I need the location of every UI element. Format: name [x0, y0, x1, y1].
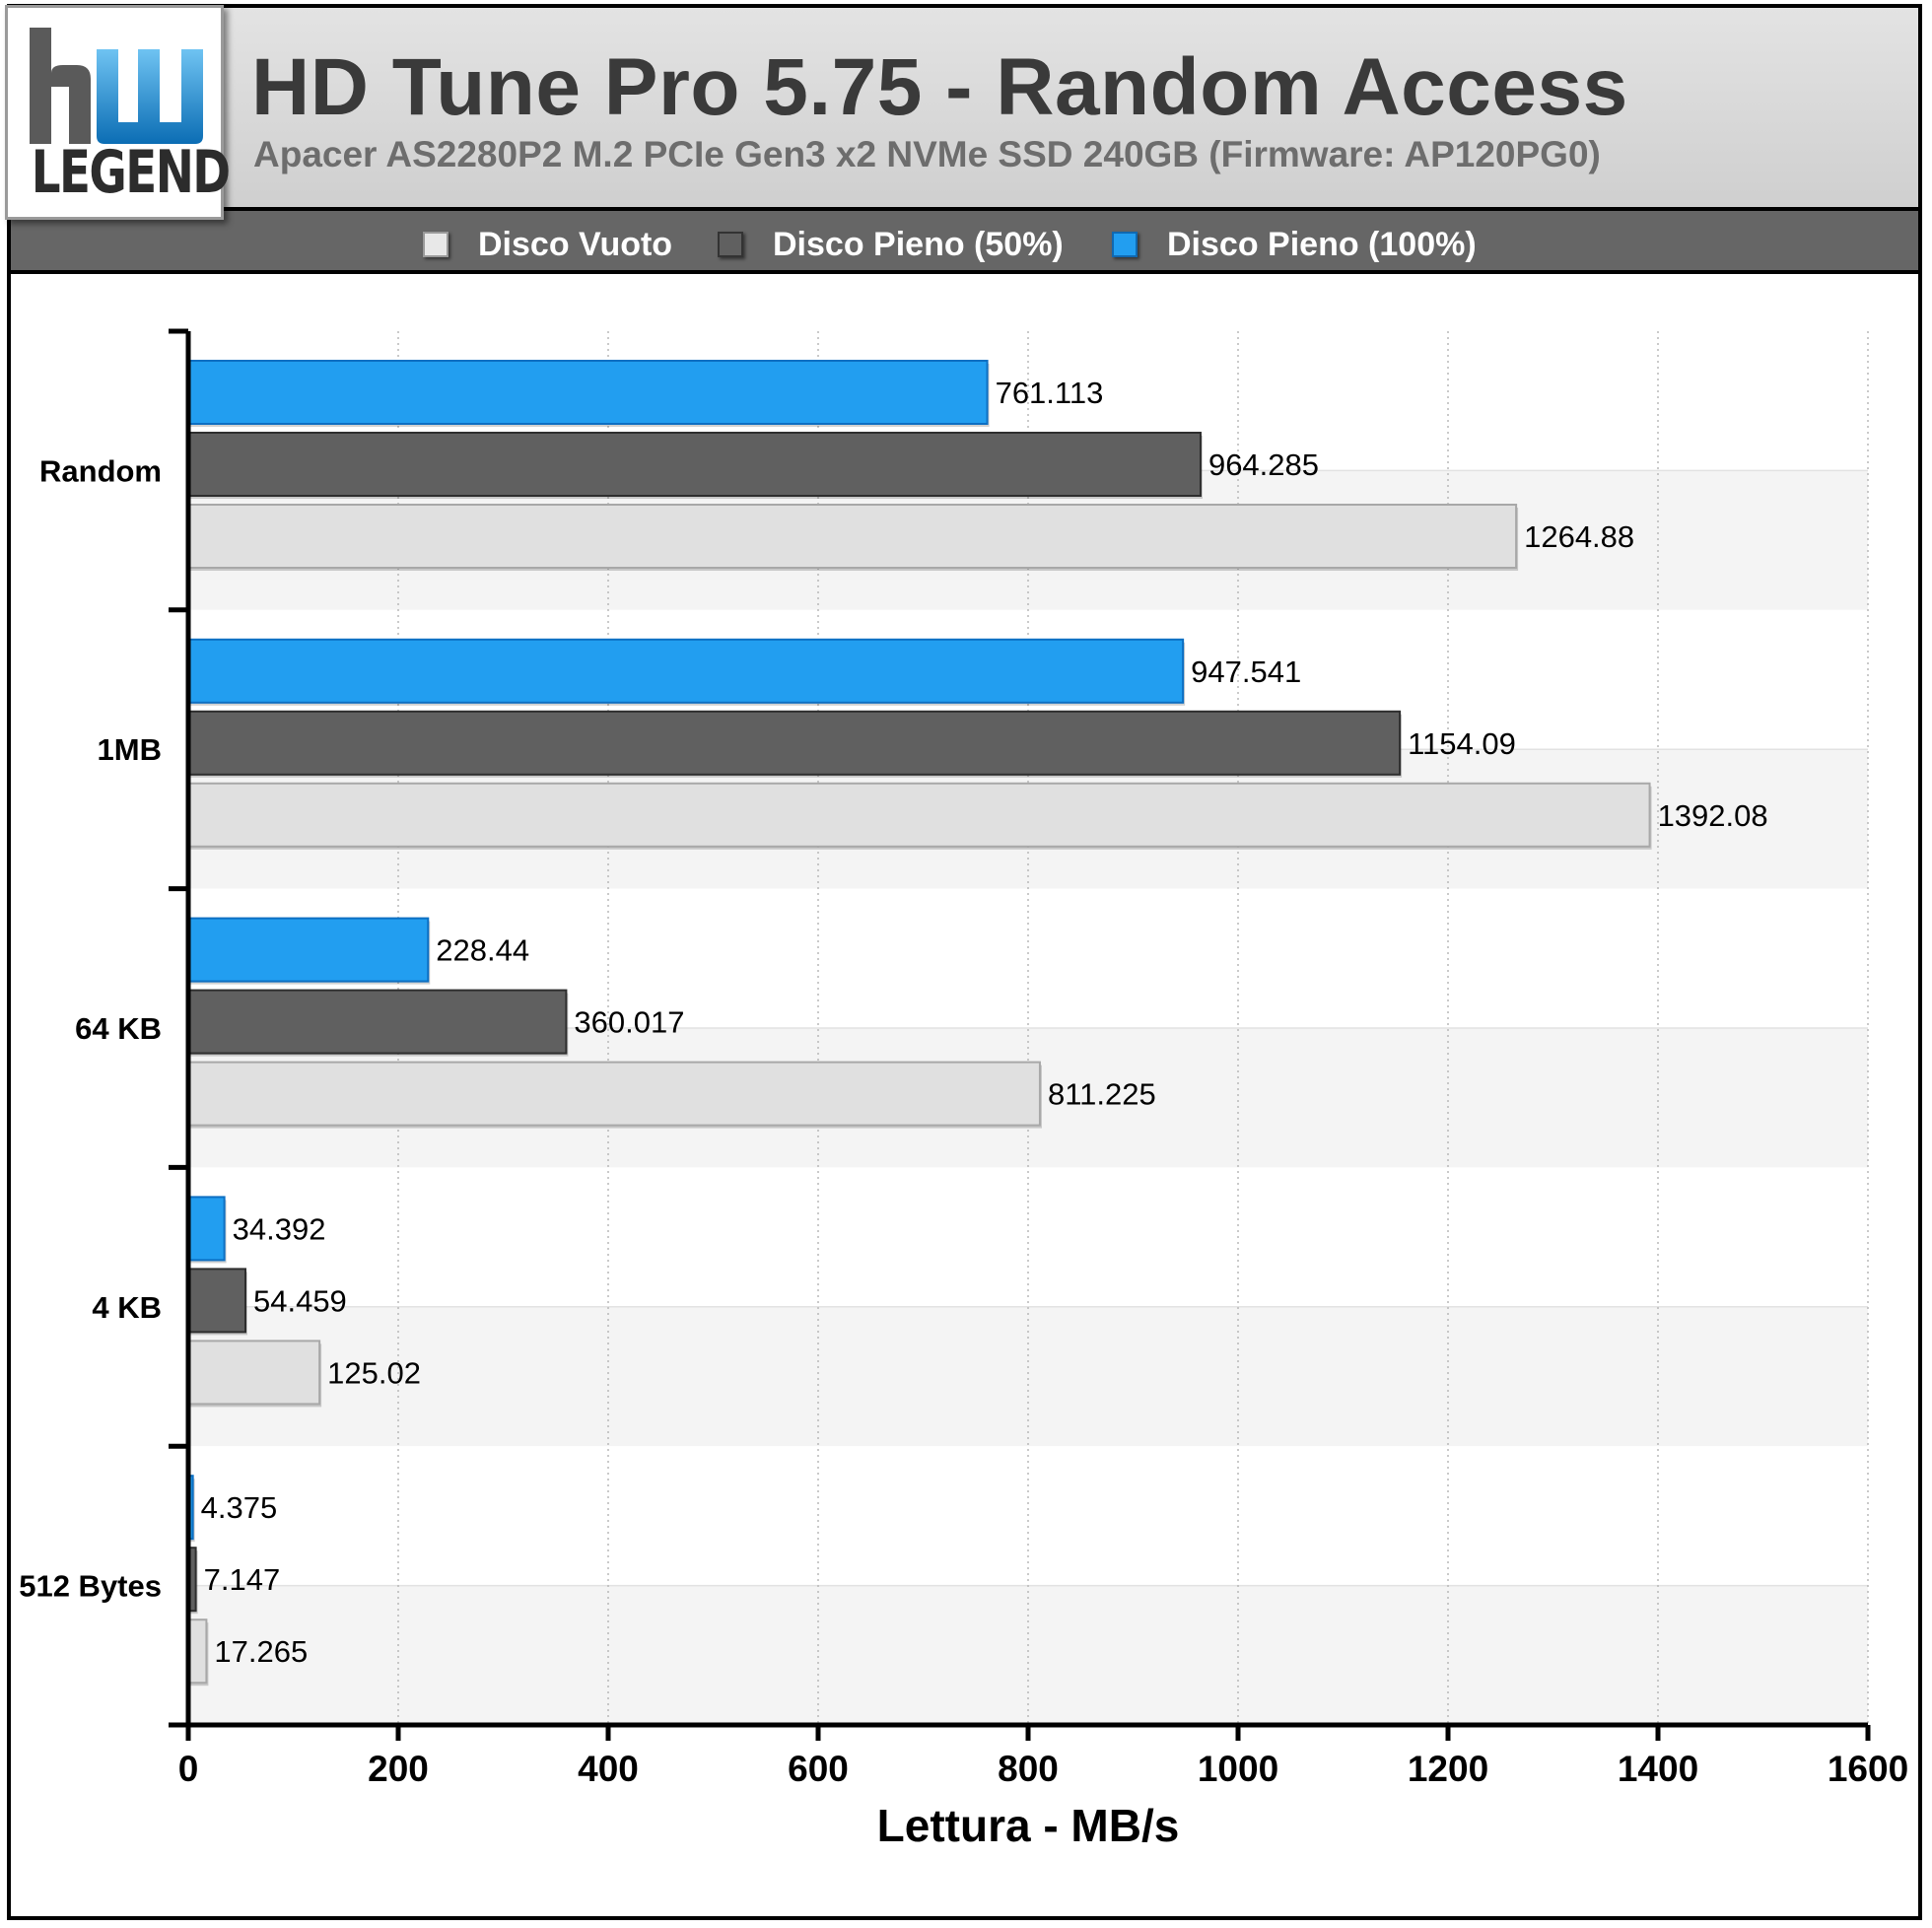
bar-value-label: 811.225 [1048, 1077, 1156, 1112]
x-tick-label: 1600 [1828, 1749, 1908, 1789]
legend-swatch-disco-pieno-50 [718, 232, 743, 257]
bar-value-label: 1154.09 [1408, 726, 1516, 761]
legend-item-disco-pieno-50: Disco Pieno (50%) [718, 225, 1064, 264]
bar-value-label: 125.02 [327, 1355, 421, 1390]
bar-value-label: 1264.88 [1524, 519, 1634, 554]
x-tick-label: 600 [788, 1749, 849, 1789]
hw-logo-mark-icon [30, 28, 203, 144]
category-label: 64 KB [75, 1011, 162, 1046]
bar [187, 917, 430, 983]
category-label: 512 Bytes [19, 1569, 162, 1604]
bar-value-label: 964.285 [1208, 448, 1319, 482]
legend-swatch-disco-vuoto [423, 232, 448, 257]
x-tick-label: 1400 [1618, 1749, 1698, 1789]
bar [187, 782, 1651, 848]
category-label: 1MB [98, 732, 162, 767]
legend-label-disco-vuoto: Disco Vuoto [478, 225, 673, 263]
chart-legend: Disco Vuoto Disco Pieno (50%) Disco Pien… [7, 207, 1922, 274]
bar [187, 638, 1185, 704]
bar [187, 989, 568, 1055]
bar [187, 504, 1518, 569]
bar-value-label: 17.265 [214, 1634, 308, 1669]
legend-item-disco-vuoto: Disco Vuoto [423, 225, 672, 264]
bar-value-label: 34.392 [233, 1211, 326, 1246]
x-tick-label: 1000 [1198, 1749, 1278, 1789]
x-tick-label: 0 [178, 1749, 199, 1789]
bar-value-label: 761.113 [996, 376, 1104, 410]
bar [187, 360, 989, 425]
chart-header: HD Tune Pro 5.75 - Random Access Apacer … [7, 4, 1922, 211]
bar [187, 1196, 226, 1262]
x-tick-label: 400 [578, 1749, 639, 1789]
legend-swatch-disco-pieno-100 [1112, 232, 1138, 257]
x-tick-label: 800 [998, 1749, 1059, 1789]
x-tick-label: 200 [368, 1749, 429, 1789]
bar [187, 1268, 246, 1334]
bar-value-label: 947.541 [1191, 654, 1301, 689]
plot-band [188, 1306, 1868, 1447]
legend-label-disco-pieno-100: Disco Pieno (100%) [1167, 225, 1477, 263]
logo-text: LEGEND [31, 138, 231, 207]
bar-value-label: 54.459 [253, 1283, 347, 1318]
bar [187, 1618, 208, 1685]
bar [187, 432, 1202, 497]
chart-subtitle: Apacer AS2280P2 M.2 PCIe Gen3 x2 NVMe SS… [253, 134, 1601, 174]
category-label: 4 KB [92, 1290, 162, 1325]
bar [187, 1061, 1041, 1127]
bar-value-label: 1392.08 [1658, 798, 1768, 833]
hwlegend-logo: LEGEND [5, 5, 231, 220]
legend-item-disco-pieno-100: Disco Pieno (100%) [1112, 225, 1477, 264]
bar-value-label: 360.017 [574, 1005, 684, 1040]
x-axis-title: Lettura - MB/s [877, 1800, 1180, 1851]
x-tick-label: 1200 [1408, 1749, 1488, 1789]
bar-value-label: 228.44 [436, 933, 529, 968]
bar [187, 710, 1402, 776]
bar-value-label: 7.147 [204, 1562, 281, 1597]
chart-title: HD Tune Pro 5.75 - Random Access [251, 42, 1628, 132]
category-label: Random [39, 453, 162, 488]
bar-value-label: 4.375 [201, 1490, 278, 1525]
bar [187, 1340, 321, 1406]
legend-label-disco-pieno-50: Disco Pieno (50%) [773, 225, 1064, 263]
